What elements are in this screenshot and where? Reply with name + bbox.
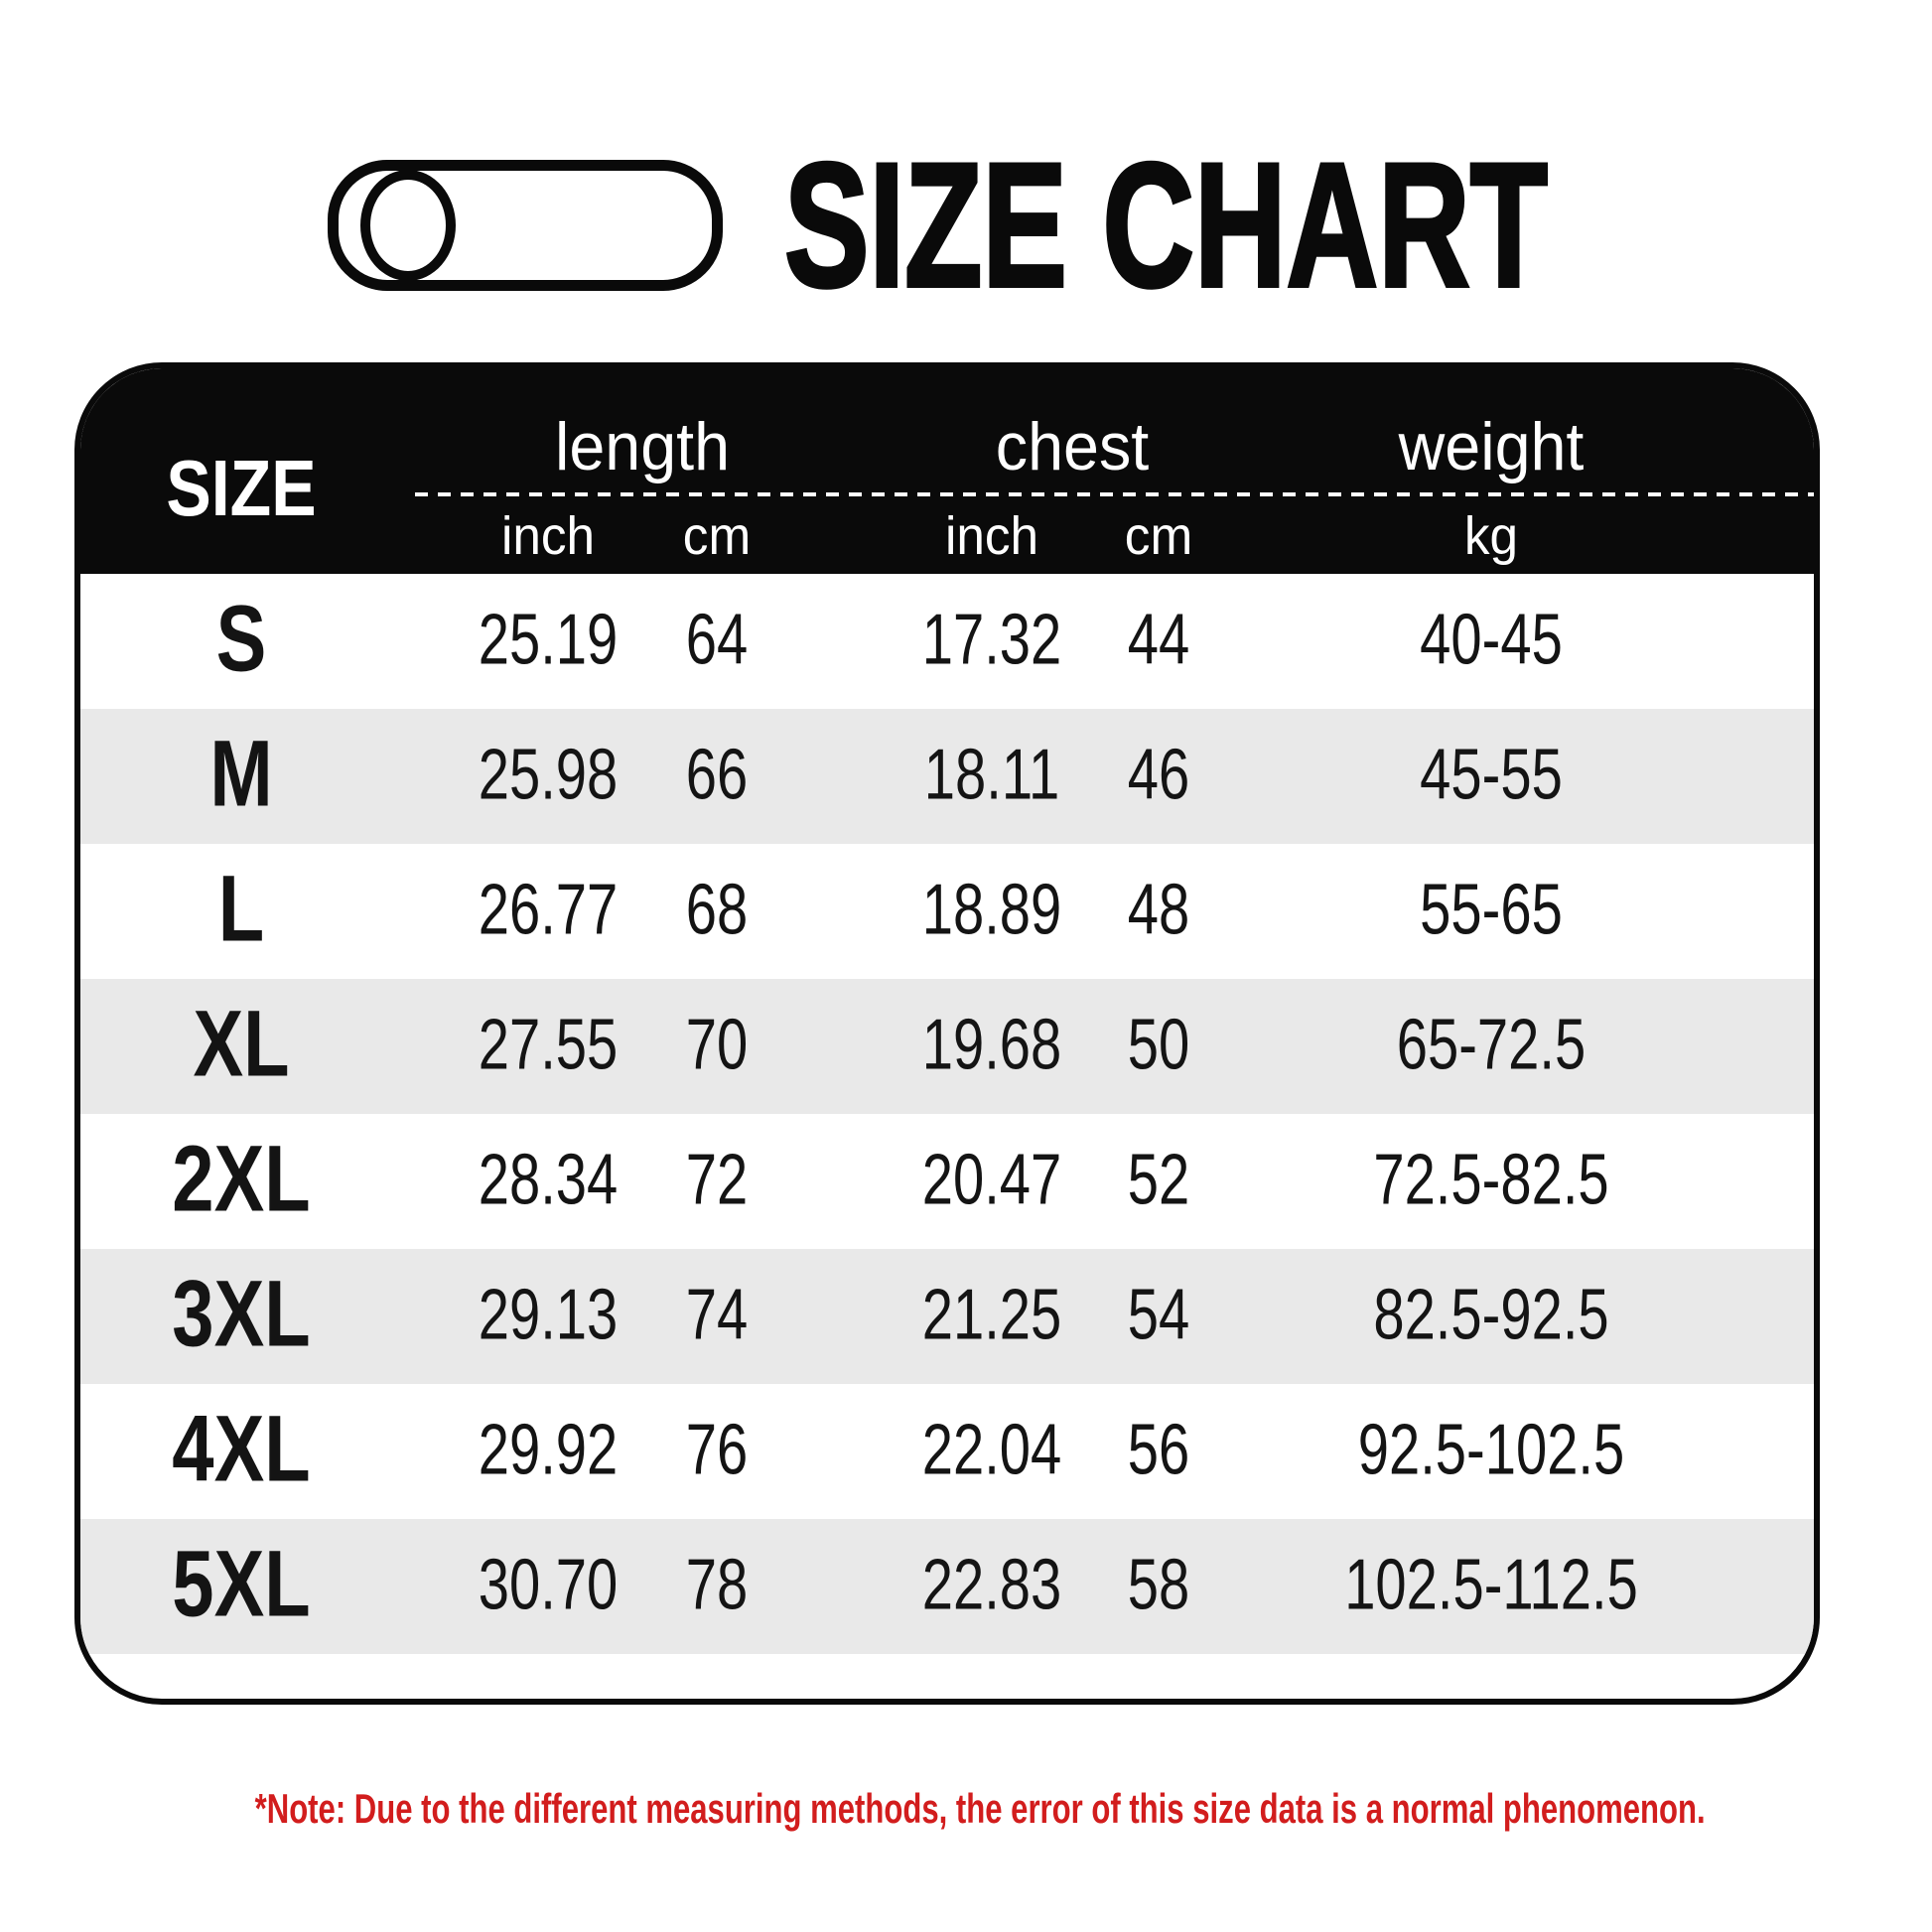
size-cell: L: [218, 856, 265, 962]
chest-inch-cell: 20.47: [922, 1140, 1062, 1220]
unit-chest-inch: inch: [945, 506, 1039, 566]
chest-inch-cell: 18.11: [924, 735, 1060, 815]
chest-cm-cell: 54: [1127, 1275, 1190, 1355]
chest-inch-cell: 21.25: [922, 1275, 1062, 1355]
unit-length-cm: cm: [682, 506, 751, 566]
weight-kg-cell: 82.5-92.5: [1373, 1275, 1609, 1355]
length-cm-cell: 66: [685, 735, 749, 815]
header-dashed-divider: [414, 492, 1814, 496]
length-inch-cell: 26.77: [479, 870, 619, 950]
chest-inch-cell: 19.68: [922, 1005, 1062, 1085]
chest-inch-cell: 22.04: [922, 1410, 1062, 1490]
length-cm-cell: 72: [685, 1140, 749, 1220]
length-inch-cell: 30.70: [479, 1545, 619, 1625]
table-row-4xl: 4XL 29.92 76 22.04 56 92.5-102.5: [80, 1384, 1814, 1519]
chest-cm-cell: 56: [1127, 1410, 1190, 1490]
chest-cm-cell: 52: [1127, 1140, 1190, 1220]
size-cell: S: [216, 586, 267, 692]
length-cm-cell: 70: [685, 1005, 749, 1085]
length-inch-cell: 25.98: [479, 735, 619, 815]
chest-inch-cell: 22.83: [922, 1545, 1062, 1625]
table-row-s: S 25.19 64 17.32 44 40-45: [80, 574, 1814, 709]
table-row-l: L 26.77 68 18.89 48 55-65: [80, 844, 1814, 979]
weight-kg-cell: 55-65: [1420, 870, 1564, 950]
length-inch-cell: 29.13: [479, 1275, 619, 1355]
weight-kg-cell: 65-72.5: [1396, 1005, 1587, 1085]
footnote-text: *Note: Due to the different measuring me…: [254, 1785, 1706, 1832]
chest-cm-cell: 44: [1127, 600, 1190, 680]
footnote: *Note: Due to the different measuring me…: [0, 1785, 1932, 1833]
chest-cm-cell: 50: [1127, 1005, 1190, 1085]
weight-kg-cell: 102.5-112.5: [1344, 1545, 1639, 1625]
length-inch-cell: 27.55: [479, 1005, 619, 1085]
weight-kg-cell: 45-55: [1420, 735, 1564, 815]
size-cell: 4XL: [172, 1396, 312, 1502]
chest-inch-cell: 17.32: [922, 600, 1062, 680]
column-group-length: length: [554, 409, 730, 484]
length-cm-cell: 74: [685, 1275, 749, 1355]
table-row-m: M 25.98 66 18.11 46 45-55: [80, 709, 1814, 844]
table-row-xl: XL 27.55 70 19.68 50 65-72.5: [80, 979, 1814, 1114]
unit-weight-kg: kg: [1464, 506, 1519, 566]
column-group-chest: chest: [995, 409, 1149, 484]
weight-kg-cell: 72.5-82.5: [1373, 1140, 1609, 1220]
corner-header-size: SIZE: [166, 444, 317, 532]
size-table: SIZE length chest weight inch cm inch cm…: [74, 362, 1820, 1705]
capsule-circle-icon: [360, 170, 456, 281]
chest-inch-cell: 18.89: [922, 870, 1062, 950]
length-inch-cell: 29.92: [479, 1410, 619, 1490]
size-cell: 5XL: [172, 1531, 312, 1637]
unit-chest-cm: cm: [1124, 506, 1193, 566]
size-cell: 2XL: [172, 1126, 312, 1232]
title-banner: SIZE CHART: [328, 135, 1845, 316]
length-cm-cell: 68: [685, 870, 749, 950]
weight-kg-cell: 40-45: [1420, 600, 1564, 680]
size-cell: 3XL: [172, 1261, 312, 1367]
length-inch-cell: 28.34: [479, 1140, 619, 1220]
length-cm-cell: 78: [685, 1545, 749, 1625]
length-cm-cell: 76: [685, 1410, 749, 1490]
table-body: S 25.19 64 17.32 44 40-45 M 25.98 66 18.…: [80, 574, 1814, 1654]
length-inch-cell: 25.19: [479, 600, 619, 680]
unit-length-inch: inch: [501, 506, 596, 566]
table-row-5xl: 5XL 30.70 78 22.83 58 102.5-112.5: [80, 1519, 1814, 1654]
page-title: SIZE CHART: [783, 126, 1550, 324]
chest-cm-cell: 46: [1127, 735, 1190, 815]
table-row-2xl: 2XL 28.34 72 20.47 52 72.5-82.5: [80, 1114, 1814, 1249]
length-cm-cell: 64: [685, 600, 749, 680]
chest-cm-cell: 58: [1127, 1545, 1190, 1625]
column-group-weight: weight: [1398, 409, 1585, 484]
weight-kg-cell: 92.5-102.5: [1357, 1410, 1625, 1490]
size-cell: M: [209, 721, 274, 827]
chest-cm-cell: 48: [1127, 870, 1190, 950]
size-cell: XL: [193, 991, 290, 1097]
table-row-3xl: 3XL 29.13 74 21.25 54 82.5-92.5: [80, 1249, 1814, 1384]
capsule-toggle-icon: [328, 160, 723, 291]
table-header: SIZE length chest weight inch cm inch cm…: [80, 368, 1814, 574]
